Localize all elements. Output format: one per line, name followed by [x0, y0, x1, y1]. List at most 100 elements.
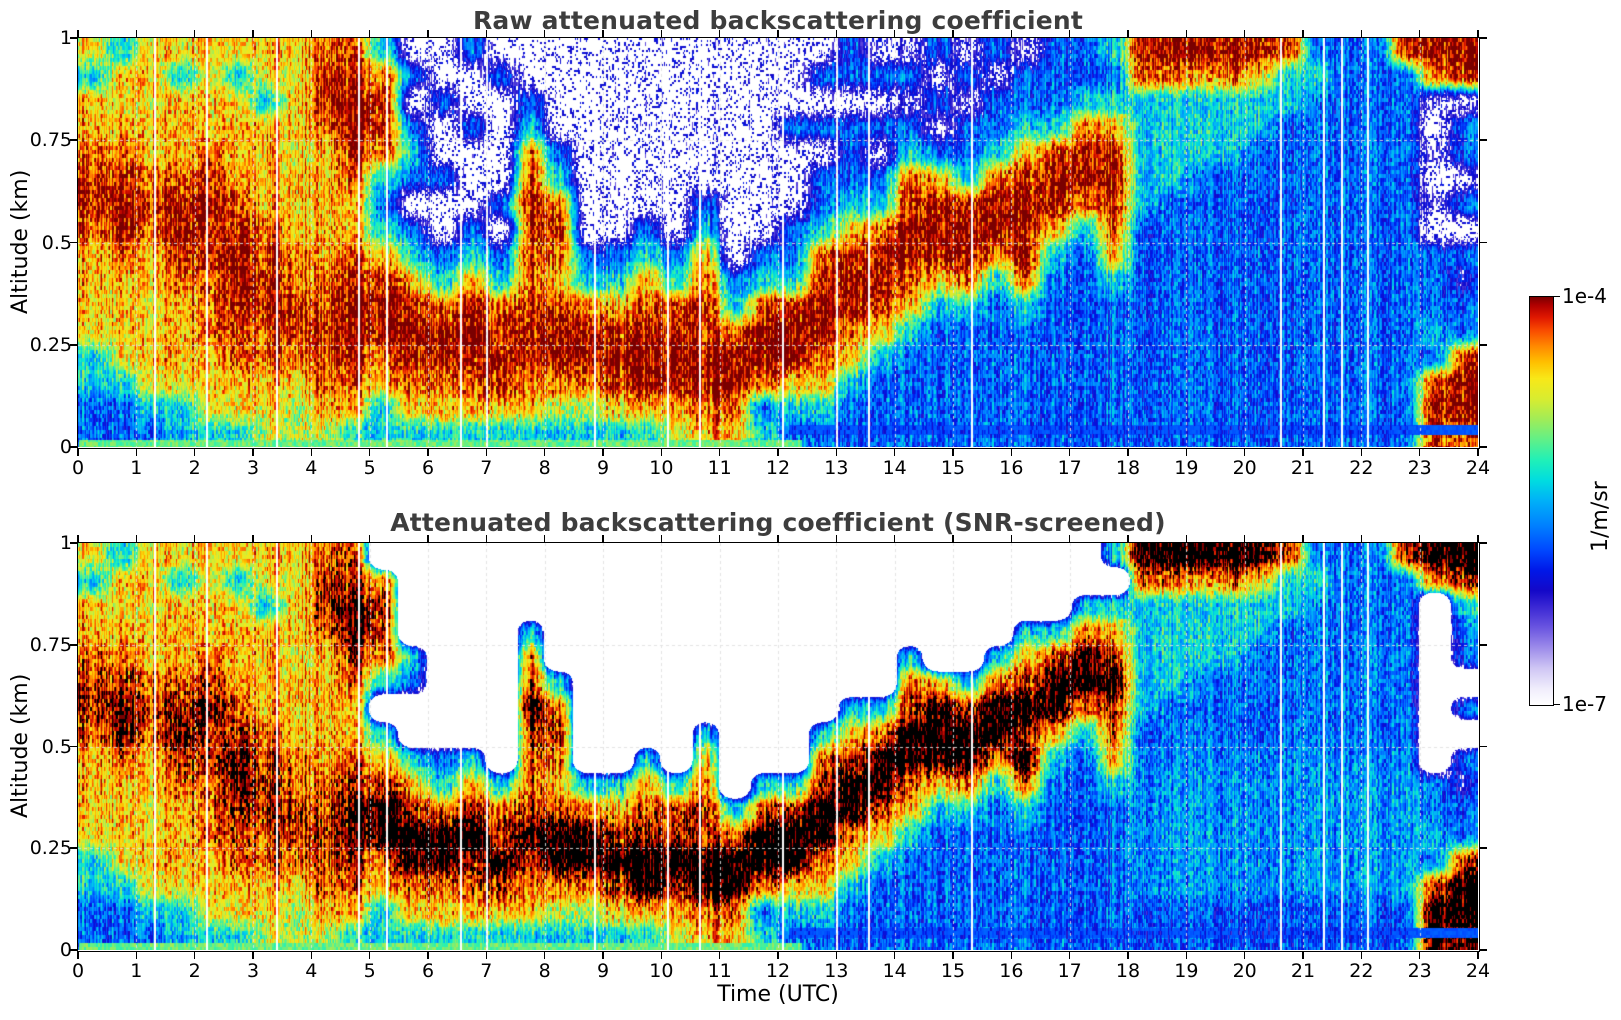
x-tick-top — [1302, 534, 1304, 542]
x-tick-label: 18 — [1115, 960, 1141, 982]
y-tick-label: 0 — [59, 939, 72, 961]
x-tick-label: 6 — [421, 457, 435, 479]
x-tick-label: 1 — [130, 960, 143, 982]
x-tick-top — [718, 534, 721, 542]
x-tick-label: 14 — [882, 457, 907, 479]
y-tick — [69, 343, 77, 346]
x-tick-top — [1477, 29, 1479, 37]
colorbar-top-tick — [1554, 296, 1560, 298]
x-tick — [1185, 951, 1188, 959]
x-tick-top — [1418, 534, 1421, 542]
x-tick-label: 21 — [1290, 457, 1316, 479]
x-tick-top — [310, 534, 313, 542]
x-tick-top — [1010, 534, 1013, 542]
x-tick — [1127, 448, 1129, 456]
colorbar-bottom-tick — [1554, 704, 1560, 706]
x-tick-top — [193, 29, 196, 37]
x-tick-label: 1 — [130, 457, 143, 479]
x-tick-label: 14 — [882, 960, 907, 982]
x-tick-label: 19 — [1174, 457, 1199, 479]
x-tick — [135, 951, 138, 959]
x-tick — [485, 448, 488, 456]
x-tick-top — [543, 29, 546, 37]
x-tick — [193, 448, 196, 456]
x-tick — [602, 448, 604, 456]
y-tick-right — [1479, 139, 1487, 142]
y-tick — [69, 643, 77, 646]
x-tick-top — [427, 29, 429, 37]
x-tick — [1185, 448, 1188, 456]
colorbar-unit-label: 1/m/sr — [1588, 481, 1613, 552]
y-tick-label: 0.5 — [41, 735, 72, 758]
x-tick — [1068, 448, 1071, 456]
x-tick-label: 19 — [1174, 960, 1199, 982]
x-tick — [718, 951, 721, 959]
y-tick-right — [1479, 745, 1487, 748]
x-tick-label: 0 — [71, 960, 85, 982]
x-tick-label: 22 — [1349, 960, 1374, 982]
x-tick-label: 23 — [1407, 457, 1432, 479]
y-tick-label: 1 — [59, 27, 72, 49]
x-tick-label: 5 — [363, 457, 376, 479]
x-tick — [368, 951, 371, 959]
x-tick-top — [368, 29, 371, 37]
x-tick-label: 16 — [999, 457, 1024, 479]
x-tick — [1068, 951, 1071, 959]
x-tick-label: 10 — [649, 960, 674, 982]
x-tick-label: 20 — [1232, 457, 1257, 479]
x-tick — [777, 448, 779, 456]
x-tick — [893, 448, 896, 456]
x-tick — [368, 448, 371, 456]
x-tick — [1360, 951, 1363, 959]
x-tick-top — [77, 29, 79, 37]
x-tick — [1302, 448, 1304, 456]
x-tick-top — [777, 29, 779, 37]
x-tick — [660, 448, 663, 456]
x-tick-top — [252, 534, 254, 542]
y-tick — [69, 37, 77, 39]
x-tick — [77, 448, 79, 456]
x-tick — [485, 951, 488, 959]
x-tick-top — [1185, 534, 1188, 542]
x-tick-label: 7 — [480, 457, 493, 479]
x-tick — [427, 448, 429, 456]
x-tick-label: 13 — [824, 457, 849, 479]
x-tick — [835, 951, 838, 959]
x-tick — [835, 448, 838, 456]
x-tick-label: 12 — [765, 960, 791, 982]
x-tick-top — [602, 29, 604, 37]
y-tick — [69, 847, 77, 850]
y-tick-label: 0.5 — [41, 231, 72, 254]
x-tick-label: 16 — [999, 960, 1024, 982]
x-tick-label: 0 — [71, 457, 85, 479]
x-tick-top — [427, 534, 429, 542]
x-tick-top — [1360, 29, 1363, 37]
x-tick-top — [660, 534, 663, 542]
x-tick-label: 8 — [538, 960, 551, 982]
x-tick — [1302, 951, 1304, 959]
x-tick-label: 20 — [1232, 960, 1257, 982]
x-tick-label: 18 — [1115, 457, 1141, 479]
y-tick — [69, 949, 77, 951]
x-tick-label: 4 — [305, 960, 318, 982]
x-tick-top — [952, 534, 954, 542]
x-tick-label: 3 — [246, 960, 260, 982]
x-tick-top — [893, 29, 896, 37]
x-tick — [602, 951, 604, 959]
y-tick-right — [1479, 643, 1487, 646]
x-tick-top — [718, 29, 721, 37]
y-tick — [69, 241, 77, 244]
y-tick-label: 0.75 — [29, 633, 72, 656]
x-tick-top — [1477, 534, 1479, 542]
y-tick-right — [1479, 847, 1487, 850]
x-tick-label: 11 — [707, 960, 732, 982]
x-tick-top — [777, 534, 779, 542]
x-tick — [310, 448, 313, 456]
x-tick-top — [310, 29, 313, 37]
x-tick — [135, 448, 138, 456]
x-tick-label: 5 — [363, 960, 376, 982]
x-tick-top — [485, 29, 488, 37]
x-tick — [193, 951, 196, 959]
x-tick-top — [1243, 534, 1246, 542]
